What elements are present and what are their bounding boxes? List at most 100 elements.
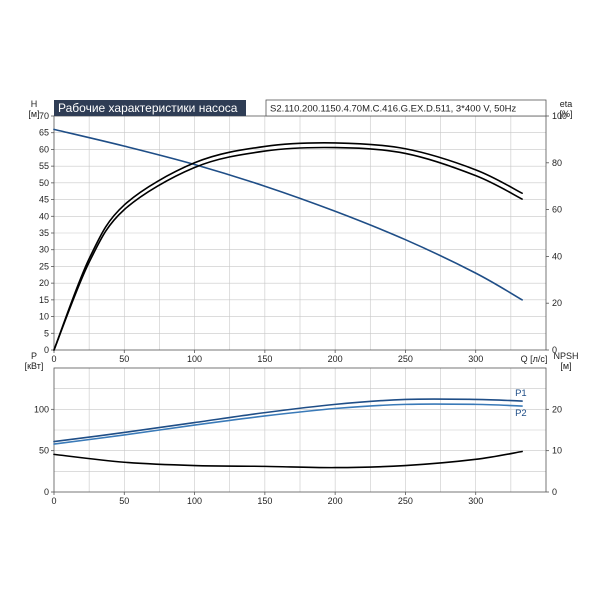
bottom-series-0: P1 [53, 388, 527, 443]
top-y-left-tick-label: 25 [39, 261, 49, 271]
top-series-1-point [475, 169, 476, 170]
top-series-0-point [54, 129, 55, 130]
bottom-series-2-point [264, 466, 265, 467]
top-x-label: Q [л/с] [521, 354, 548, 364]
top-series-0-point [124, 146, 125, 147]
top-y-left-label: H [31, 99, 38, 109]
bottom-y-left-label: P [31, 351, 37, 361]
top-series-0 [53, 128, 523, 301]
top-y-left-tick-label: 5 [44, 328, 49, 338]
bottom-series-0-point [522, 401, 523, 402]
bottom-series-label-0: P1 [515, 388, 527, 399]
bottom-series-0-point [124, 432, 125, 433]
top-series-2 [53, 146, 523, 351]
bottom-y-right-tick-label: 10 [552, 446, 562, 456]
bottom-x-tick-label: 250 [398, 496, 413, 506]
top-series-0-point [335, 211, 336, 212]
top-series-line-1 [53, 142, 523, 351]
top-y-right-tick-label: 100 [552, 111, 567, 121]
top-x-tick-label: 0 [51, 354, 56, 364]
bottom-series-1-point [194, 425, 195, 426]
top-y-left-tick-label: 20 [39, 278, 49, 288]
bottom-x-tick-label: 100 [187, 496, 202, 506]
bottom-y-left-unit: [кВт] [25, 361, 44, 371]
bottom-y-right-unit: [м] [560, 361, 571, 371]
top-series-line-0 [53, 128, 523, 301]
top-y-right-tick-label: 40 [552, 251, 562, 261]
bottom-series-2-point [405, 465, 406, 466]
top-y-right-tick-label: 80 [552, 158, 562, 168]
bottom-series-line-2 [53, 450, 523, 469]
bottom-x-tick-label: 300 [468, 496, 483, 506]
bottom-series-1-point [124, 435, 125, 436]
top-series-0-point [194, 164, 195, 165]
top-y-left-tick-label: 60 [39, 144, 49, 154]
top-series-2-point [194, 167, 195, 168]
top-y-left-tick-label: 50 [39, 178, 49, 188]
bottom-y-right-tick-label: 20 [552, 404, 562, 414]
top-y-left-tick-label: 40 [39, 211, 49, 221]
top-series-2-point [264, 151, 265, 152]
bottom-series-1-point [264, 416, 265, 417]
top-y-left-tick-label: 15 [39, 295, 49, 305]
top-series-2-point [124, 209, 125, 210]
top-series-1-point [264, 146, 265, 147]
top-y-left-tick-label: 10 [39, 312, 49, 322]
top-series-1 [53, 142, 523, 351]
top-series-2-point [405, 153, 406, 154]
pump-model-box [265, 99, 547, 117]
bottom-series-label-1: P2 [515, 408, 527, 419]
bottom-series-2-point [124, 462, 125, 463]
pump-model-label: S2.110.200.1150.4.70M.C.416.G.EX.D.511, … [270, 104, 517, 115]
bottom-y-left-tick-label: 50 [39, 446, 49, 456]
bottom-series-1-point [475, 404, 476, 405]
top-series-2-point [89, 262, 90, 263]
bottom-series-line-0 [53, 398, 523, 443]
top-series-2-point [522, 199, 523, 200]
top-series-line-2 [53, 146, 523, 351]
bottom-grid [54, 368, 546, 492]
top-x-tick-label: 300 [468, 354, 483, 364]
top-series-0-point [475, 273, 476, 274]
bottom-y-right-tick-label: 0 [552, 487, 557, 497]
top-y-right-label: eta [560, 99, 573, 109]
bottom-series-1-point [405, 404, 406, 405]
top-series-1-point [124, 205, 125, 206]
bottom-series-0-point [54, 441, 55, 442]
bottom-x-tick-label: 200 [328, 496, 343, 506]
top-y-left-tick-label: 55 [39, 161, 49, 171]
top-x-tick-label: 200 [328, 354, 343, 364]
bottom-series-2 [53, 450, 523, 469]
top-y-left-tick-label: 0 [44, 345, 49, 355]
bottom-series-2-point [54, 454, 55, 455]
top-series-0-point [522, 299, 523, 300]
bottom-series-2-point [522, 451, 523, 452]
bottom-series-1-point [522, 406, 523, 407]
top-y-right-tick-label: 0 [552, 345, 557, 355]
bottom-series-0-point [475, 399, 476, 400]
top-series-2-point [54, 350, 55, 351]
top-y-right-tick-label: 20 [552, 298, 562, 308]
top-series-0-point [405, 239, 406, 240]
top-series-2-point [475, 175, 476, 176]
chart-title-box [54, 100, 246, 116]
top-y-left-tick-label: 65 [39, 128, 49, 138]
top-series-2-point [335, 147, 336, 148]
bottom-panel: 0 50 100 150 200 250 300 0 50 100 0 10 20 P[кВт] NPSH[… [25, 351, 579, 506]
top-series-0-point [264, 186, 265, 187]
bottom-series-0-point [335, 404, 336, 405]
bottom-y-left-tick-label: 100 [34, 404, 49, 414]
bottom-series-1-point [335, 408, 336, 409]
bottom-series-2-point [194, 465, 195, 466]
top-y-left-tick-label: 35 [39, 228, 49, 238]
bottom-series-0-point [264, 412, 265, 413]
top-y-right-unit: [%] [559, 109, 572, 119]
bottom-x-tick-label: 50 [119, 496, 129, 506]
top-series-1-point [522, 193, 523, 194]
bottom-series-1-point [54, 444, 55, 445]
bottom-frame [53, 367, 547, 493]
bottom-series-1: P2 [53, 403, 527, 445]
top-x-tick-label: 50 [119, 354, 129, 364]
top-y-left-unit: [м] [28, 109, 39, 119]
